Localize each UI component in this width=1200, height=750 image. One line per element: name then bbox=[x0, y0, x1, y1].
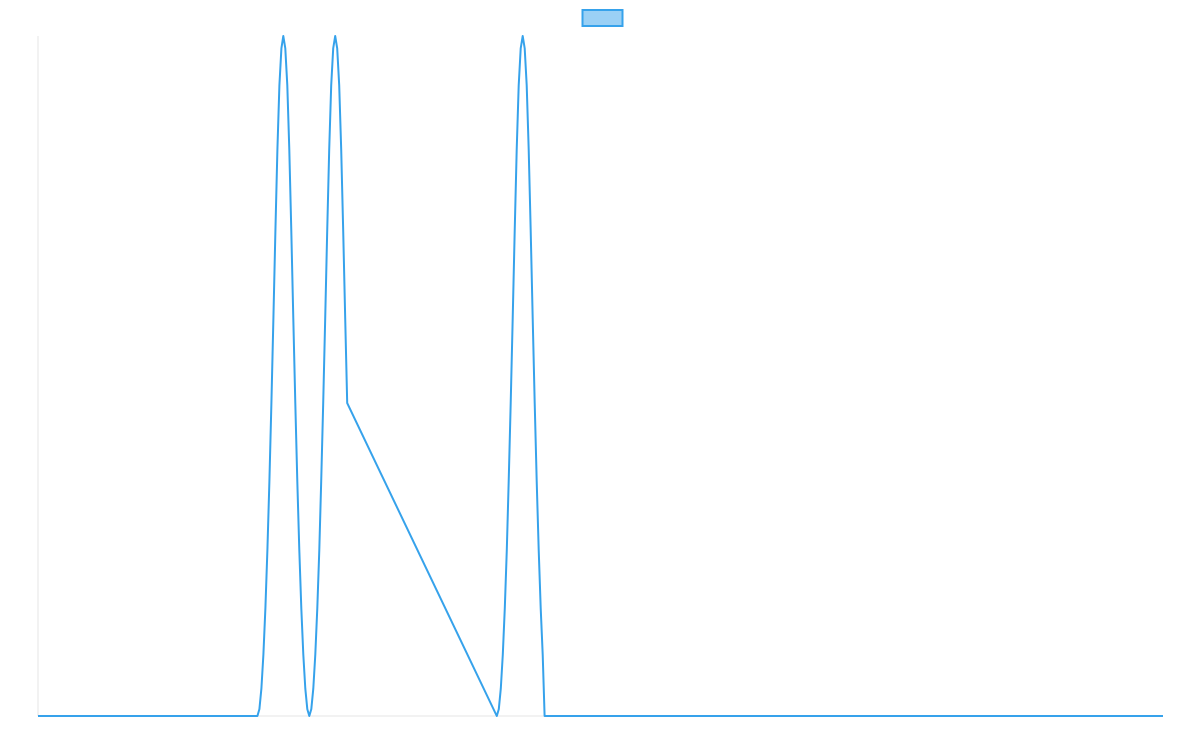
series-layer bbox=[38, 35, 1163, 717]
series-line-0[interactable] bbox=[38, 35, 1163, 717]
legend[interactable] bbox=[581, 9, 624, 27]
legend-swatch-0[interactable] bbox=[581, 9, 624, 27]
axes bbox=[37, 36, 1163, 717]
